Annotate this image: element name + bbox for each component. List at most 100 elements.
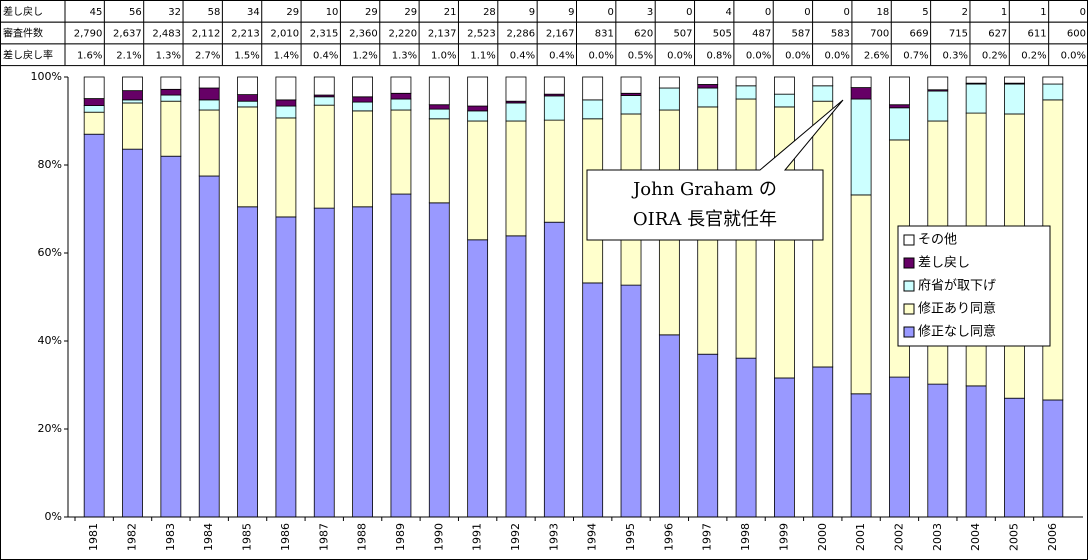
- cell: 627: [988, 29, 1007, 40]
- bar-segment: [390, 92, 412, 100]
- cell: 29: [404, 7, 417, 18]
- cell: 2,137: [428, 29, 457, 40]
- bar-segment: [352, 110, 373, 208]
- cell: 2,315: [310, 29, 339, 40]
- row-label: 差し戻し: [3, 5, 43, 18]
- x-tick-label: 1995: [624, 523, 637, 551]
- cell: 600: [1067, 29, 1086, 40]
- bar-segment: [927, 90, 949, 122]
- cell: 1.5%: [234, 50, 259, 61]
- bar-segment: [697, 84, 719, 89]
- bar-segment: [237, 76, 258, 96]
- bar-segment: [505, 235, 527, 518]
- bar-segment: [927, 383, 949, 518]
- x-tick-label: 1994: [586, 523, 599, 551]
- cell: 700: [870, 29, 889, 40]
- bar-segment: [237, 206, 258, 518]
- bar-segment: [467, 105, 489, 112]
- bar-segment: [198, 175, 220, 518]
- cell: 0.0%: [825, 50, 850, 61]
- cell: 0: [1080, 7, 1086, 18]
- bar-segment: [850, 98, 872, 196]
- legend-swatch: [903, 303, 915, 315]
- legend-swatch: [903, 257, 915, 269]
- bar-segment: [467, 110, 489, 122]
- legend-box: [897, 225, 1051, 347]
- bar-segment: [122, 76, 143, 92]
- x-tick-label: 1983: [164, 523, 177, 551]
- bar-segment: [1004, 83, 1025, 115]
- bar-segment: [122, 148, 143, 518]
- bar-segment: [428, 104, 450, 110]
- bar-segment: [275, 99, 297, 107]
- bar-segment: [428, 202, 450, 518]
- cell: 18: [877, 7, 890, 18]
- cell: 0.4%: [313, 50, 338, 61]
- cell: 0: [844, 7, 850, 18]
- legend-label: 修正あり同意: [918, 301, 996, 317]
- x-tick-label: 1991: [471, 523, 484, 551]
- cell: 0.4%: [510, 50, 535, 61]
- cell: 0.2%: [982, 50, 1007, 61]
- x-tick-label: 1999: [777, 523, 790, 551]
- cell: 2,483: [152, 29, 181, 40]
- bar-segment: [122, 90, 143, 101]
- cell: 5: [922, 7, 928, 18]
- y-tick-label: 0%: [45, 510, 62, 523]
- x-tick-label: 1985: [241, 523, 254, 551]
- bar-segment: [812, 366, 834, 518]
- bar-segment: [543, 95, 565, 121]
- y-tick-label: 20%: [38, 422, 62, 435]
- bar-segment: [160, 88, 182, 96]
- bar-segment: [850, 76, 872, 88]
- bar-segment: [889, 376, 910, 518]
- cell: 3: [647, 7, 653, 18]
- legend-swatch: [903, 326, 915, 338]
- bar-segment: [543, 221, 565, 518]
- bar-segment: [428, 108, 450, 120]
- bar-segment: [582, 282, 604, 518]
- x-tick-label: 2003: [931, 523, 944, 551]
- bar-segment: [275, 105, 297, 119]
- bar-segment: [83, 105, 105, 113]
- x-tick-label: 1988: [356, 523, 369, 551]
- cell: 21: [444, 7, 457, 18]
- cell: 0.3%: [943, 50, 968, 61]
- cell: 1: [1040, 7, 1046, 18]
- bar-segment: [352, 96, 373, 103]
- bar-segment: [889, 107, 910, 141]
- cell: 1: [1001, 7, 1007, 18]
- bar-segment: [543, 76, 565, 95]
- x-tick-label: 1981: [87, 523, 100, 551]
- bar-segment: [122, 99, 143, 104]
- bar-segment: [965, 83, 987, 114]
- cell: 2,112: [192, 29, 221, 40]
- bar-segment: [812, 85, 834, 102]
- cell: 669: [910, 29, 929, 40]
- legend-swatch: [903, 280, 915, 292]
- bar-segment: [275, 117, 297, 218]
- bar-segment: [390, 109, 412, 195]
- bar-segment: [160, 94, 182, 102]
- bar-segment: [620, 284, 642, 518]
- bar-segment: [428, 76, 450, 106]
- cell: 505: [713, 29, 732, 40]
- y-tick-label: 40%: [38, 334, 62, 347]
- bar-segment: [1004, 397, 1025, 518]
- bar-segment: [122, 102, 143, 150]
- row-label: 審査件数: [3, 27, 43, 40]
- y-tick-label: 60%: [38, 246, 62, 259]
- annotation: John Graham の: [631, 179, 777, 200]
- x-tick-label: 1993: [547, 523, 560, 551]
- bar-segment: [582, 76, 604, 101]
- data-table: 差し戻し 45 56 32 58 34 29 10 29 29 21 28 9 9 0 3 0 4 0 0 0 18 5 2 1…: [0, 0, 1088, 67]
- bar-segment: [850, 194, 872, 395]
- bar-segment: [275, 76, 297, 101]
- cell: 9: [568, 7, 574, 18]
- cell: 0.0%: [588, 50, 613, 61]
- x-tick-label: 2000: [816, 523, 829, 551]
- bar-segment: [658, 76, 680, 89]
- bar-segment: [390, 193, 412, 518]
- cell: 2,010: [270, 29, 299, 40]
